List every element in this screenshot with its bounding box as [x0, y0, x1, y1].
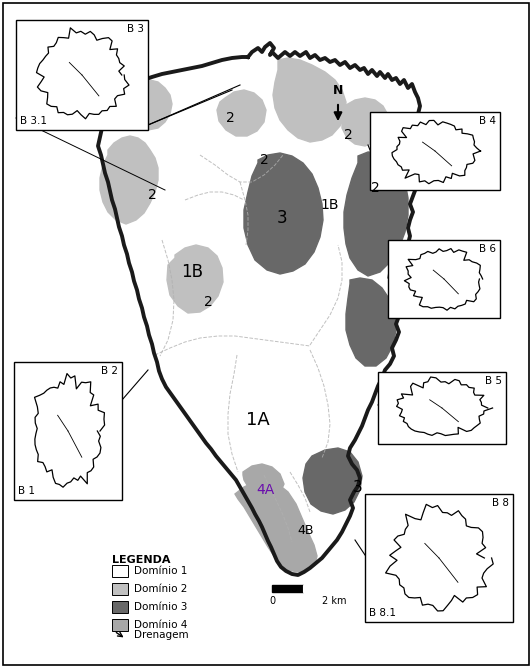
Bar	[365, 494, 513, 622]
Bar	[112, 583, 128, 595]
Polygon shape	[273, 58, 346, 142]
Bar	[14, 362, 122, 500]
Text: B 6: B 6	[479, 244, 496, 254]
Text: Domínio 2: Domínio 2	[134, 584, 187, 594]
Polygon shape	[243, 464, 284, 498]
Bar	[378, 372, 506, 444]
Text: B 8: B 8	[492, 498, 509, 508]
Bar	[388, 240, 500, 318]
Polygon shape	[244, 153, 323, 274]
Text: 0: 0	[269, 596, 275, 606]
Bar	[303, 585, 334, 592]
Text: LEGENDA: LEGENDA	[112, 555, 170, 565]
Text: 2: 2	[204, 295, 212, 309]
Text: B 8.1: B 8.1	[369, 608, 396, 618]
Bar	[112, 601, 128, 613]
Bar	[370, 112, 500, 190]
Text: 3: 3	[353, 480, 363, 496]
Polygon shape	[217, 90, 266, 136]
Bar	[272, 585, 303, 592]
Bar	[16, 20, 148, 130]
Text: 2 km: 2 km	[322, 596, 346, 606]
Text: B 4: B 4	[479, 116, 496, 126]
Text: 2: 2	[260, 153, 268, 167]
Polygon shape	[346, 278, 396, 366]
Bar	[112, 619, 128, 631]
Text: Domínio 4: Domínio 4	[134, 620, 187, 630]
Text: 1B: 1B	[321, 198, 339, 212]
Text: 1A: 1A	[246, 411, 270, 429]
Polygon shape	[235, 481, 317, 572]
Text: Drenagem: Drenagem	[134, 630, 189, 640]
Text: N: N	[333, 84, 343, 97]
Text: 1B: 1B	[181, 263, 203, 281]
Polygon shape	[344, 152, 408, 276]
Text: 3: 3	[277, 209, 287, 227]
Polygon shape	[126, 80, 172, 130]
Bar	[112, 565, 128, 577]
Text: B 5: B 5	[485, 376, 502, 386]
Polygon shape	[303, 448, 362, 514]
Text: 4B: 4B	[298, 524, 314, 536]
Text: Domínio 1: Domínio 1	[134, 566, 187, 576]
Text: 4A: 4A	[256, 483, 274, 497]
Text: 2: 2	[226, 111, 235, 125]
Polygon shape	[98, 43, 420, 575]
Text: 2: 2	[147, 188, 156, 202]
Text: B 1: B 1	[18, 486, 35, 496]
Polygon shape	[167, 245, 223, 313]
Polygon shape	[100, 136, 158, 224]
Text: B 2: B 2	[101, 366, 118, 376]
Text: B 3: B 3	[127, 24, 144, 34]
Text: B 3.1: B 3.1	[20, 116, 47, 126]
Text: Domínio 3: Domínio 3	[134, 602, 187, 612]
Polygon shape	[342, 98, 388, 146]
Text: 2: 2	[371, 181, 379, 195]
Text: 2: 2	[344, 128, 352, 142]
